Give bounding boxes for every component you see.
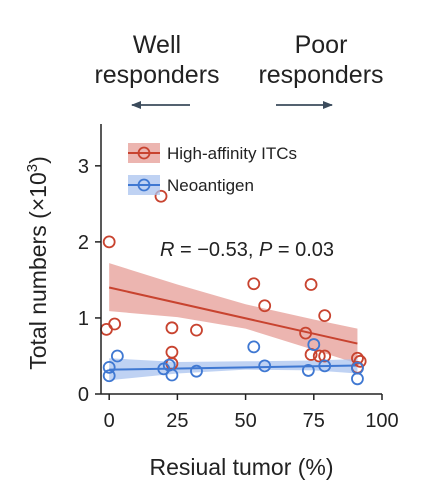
data-point-series-2 [102, 360, 116, 374]
data-point-series-2 [247, 340, 261, 354]
well-label-line1: Well [132, 31, 182, 59]
x-tick-label: 75 [303, 410, 325, 432]
data-point-series-1 [165, 321, 179, 335]
data-point-series-1 [299, 326, 313, 340]
legend-label-1: High-affinity ITCs [167, 144, 297, 163]
data-point-series-1 [100, 322, 113, 336]
y-axis-label: Total numbers (×103) [24, 156, 51, 370]
data-point-series-1 [102, 235, 116, 249]
well-responders-label: Well responders [72, 30, 242, 90]
data-point-series-2 [351, 372, 364, 386]
data-point-series-2 [258, 359, 272, 373]
data-point-series-1 [247, 277, 261, 291]
data-point-series-1 [312, 349, 326, 363]
confidence-band-1 [109, 263, 358, 364]
legend-marker-2 [137, 178, 151, 192]
x-axis-label: Resiual tumor (%) [149, 454, 333, 480]
confidence-band-2 [109, 358, 358, 381]
data-point-series-1 [353, 354, 367, 368]
data-point-series-1 [190, 323, 203, 337]
data-point-series-2 [190, 364, 203, 378]
y-tick-label: 3 [78, 156, 89, 178]
data-point-series-1 [108, 317, 122, 331]
poor-label-line2: responders [258, 61, 384, 89]
x-tick-label: 50 [234, 410, 256, 432]
legend-marker-1 [137, 146, 151, 160]
well-label-line2: responders [94, 61, 220, 89]
regression-line-1 [108, 286, 358, 345]
data-point-series-1 [318, 349, 332, 363]
data-point-series-1 [318, 309, 332, 323]
legend-label-2: Neoantigen [167, 176, 254, 195]
x-tick-label: 100 [365, 410, 398, 432]
data-point-series-1 [165, 345, 179, 359]
data-point-series-1 [154, 189, 168, 203]
x-tick-label: 0 [104, 410, 115, 432]
correlation-annotation: R = −0.53, P = 0.03 [160, 239, 334, 261]
data-point-series-1 [304, 278, 318, 291]
data-point-series-1 [351, 351, 364, 365]
x-tick-label: 25 [166, 410, 188, 432]
data-point-series-2 [318, 359, 332, 373]
data-point-series-2 [301, 364, 315, 377]
data-point-series-2 [110, 349, 124, 363]
regression-line-2 [109, 364, 358, 371]
data-point-series-1 [258, 299, 272, 313]
data-point-series-2 [165, 368, 179, 382]
data-point-series-2 [102, 369, 116, 383]
poor-label-line1: Poor [294, 31, 348, 59]
poor-responders-label: Poor responders [236, 30, 406, 90]
data-point-series-2 [307, 338, 321, 351]
y-tick-label: 2 [78, 232, 89, 254]
y-tick-label: 1 [78, 308, 89, 330]
y-tick-label: 0 [78, 384, 89, 406]
